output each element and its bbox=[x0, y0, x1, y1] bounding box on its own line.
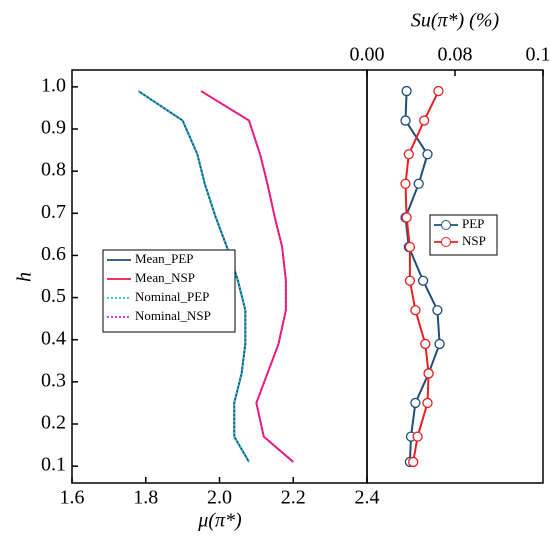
point bbox=[403, 149, 414, 160]
legend-label: NSP bbox=[462, 233, 486, 248]
x-tick-label: 2.0 bbox=[207, 487, 232, 509]
point bbox=[420, 338, 431, 350]
y-axis-label: h bbox=[14, 272, 36, 282]
legend-label: Nominal_NSP bbox=[135, 308, 211, 323]
legend: PEP NSP bbox=[429, 214, 498, 256]
x-axis-label: μ(π*) bbox=[197, 510, 242, 532]
legend-marker bbox=[441, 220, 451, 230]
top-axis-label: Su(π*) (%) bbox=[411, 10, 500, 32]
point bbox=[400, 115, 411, 126]
x-tick-label: 0.16 bbox=[526, 44, 550, 66]
y-tick-label: 0.5 bbox=[41, 285, 66, 307]
point bbox=[410, 305, 421, 316]
legend-box bbox=[429, 214, 498, 256]
x-tick-label: 0.08 bbox=[438, 44, 473, 66]
series-line bbox=[137, 90, 250, 463]
point bbox=[422, 397, 433, 409]
point bbox=[413, 178, 424, 189]
y-tick-label: 0.1 bbox=[41, 454, 66, 476]
point bbox=[433, 85, 444, 97]
point bbox=[400, 178, 411, 189]
y-tick-label: 0.3 bbox=[41, 369, 66, 391]
y-tick-label: 0.2 bbox=[41, 412, 66, 434]
point bbox=[422, 149, 433, 160]
legend-marker bbox=[441, 237, 451, 247]
legend-label: Mean_PEP bbox=[135, 251, 194, 266]
y-tick-label: 0.9 bbox=[41, 117, 66, 139]
point bbox=[419, 115, 430, 126]
point bbox=[408, 456, 419, 468]
y-tick-label: 0.8 bbox=[41, 159, 66, 181]
legend-label: PEP bbox=[462, 216, 484, 231]
x-tick-label: 0.00 bbox=[350, 44, 385, 66]
y-tick-label: 0.7 bbox=[41, 201, 66, 223]
point bbox=[401, 85, 412, 97]
x-tick-label: 1.6 bbox=[60, 487, 85, 509]
y-tick-label: 0.4 bbox=[41, 327, 66, 349]
series-line bbox=[200, 90, 294, 463]
y-tick-label: 1.0 bbox=[41, 74, 66, 96]
x-tick-label: 2.2 bbox=[281, 487, 306, 509]
legend-label: Nominal_PEP bbox=[135, 289, 209, 304]
x-tick-label: 1.8 bbox=[133, 487, 158, 509]
point bbox=[412, 431, 423, 442]
point bbox=[404, 241, 416, 253]
y-tick-label: 0.6 bbox=[41, 243, 66, 265]
legend: Mean_PEP Mean_NSP Nominal_PEP Nominal_NSP bbox=[102, 249, 236, 333]
legend-box bbox=[102, 249, 236, 333]
point bbox=[434, 338, 445, 350]
legend-label: Mean_NSP bbox=[135, 270, 195, 285]
point bbox=[423, 368, 434, 379]
plot-frame bbox=[366, 69, 544, 484]
point bbox=[401, 212, 412, 223]
point bbox=[404, 275, 416, 286]
point bbox=[410, 397, 421, 409]
x-tick-label: 2.4 bbox=[355, 487, 380, 509]
point bbox=[432, 305, 443, 316]
point bbox=[417, 275, 429, 286]
